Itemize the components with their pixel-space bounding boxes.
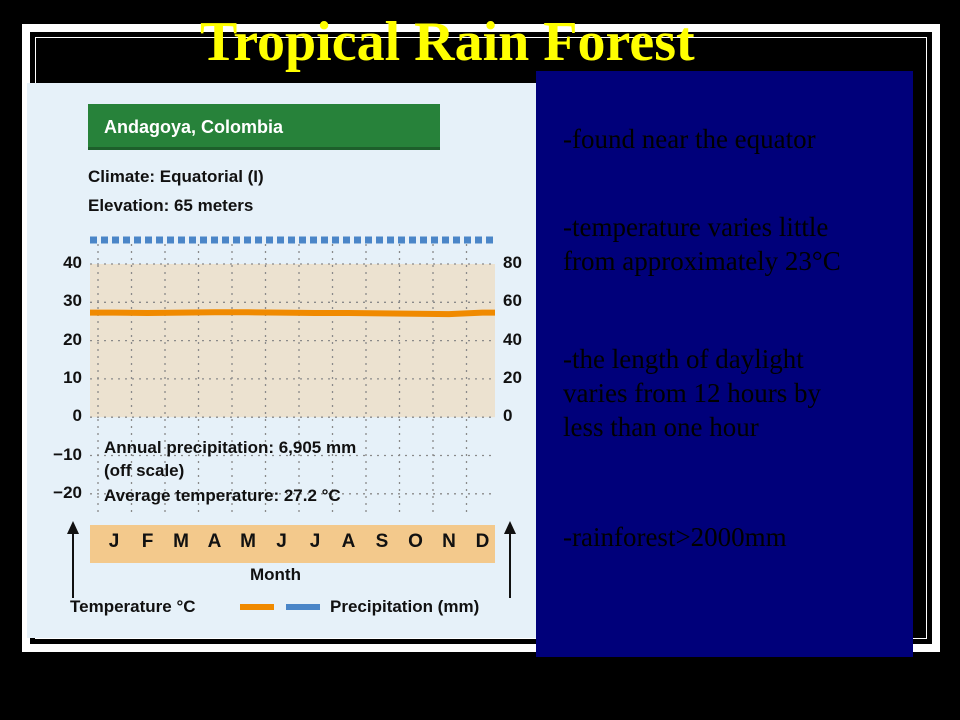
x-axis-title: Month	[250, 565, 301, 584]
month-label: O	[408, 531, 423, 552]
month-label: J	[108, 531, 120, 552]
month-label: D	[475, 531, 490, 552]
month-label: N	[442, 531, 456, 552]
bullet-line: less than one hour	[563, 412, 759, 442]
station-header: Andagoya, Colombia	[88, 104, 440, 150]
left-axis-arrow	[67, 521, 79, 598]
bullet-line: -rainforest>2000mm	[563, 522, 787, 552]
slide-title: Tropical Rain Forest	[200, 11, 695, 73]
month-label: A	[341, 531, 356, 552]
temperature-series-line	[90, 309, 495, 318]
average-temperature-label: Average temperature: 27.2 °C	[104, 486, 341, 505]
left-tick-label: 40	[63, 253, 82, 272]
bullet-line: -temperature varies little	[563, 212, 829, 242]
bullet-line: -found near the equator	[563, 124, 816, 154]
month-label: J	[276, 531, 287, 552]
month-label: A	[207, 531, 222, 552]
station-name: Andagoya, Colombia	[104, 117, 284, 137]
left-tick-label: −20	[53, 482, 82, 502]
legend-temperature-swatch	[240, 604, 274, 610]
annual-precipitation-label: Annual precipitation: 6,905 mm	[104, 438, 357, 457]
legend-temperature-label: Temperature °C	[70, 597, 196, 616]
right-tick-label: 80	[503, 253, 522, 272]
legend-precipitation-swatch	[286, 604, 320, 610]
bullet-line: -the length of daylight	[563, 344, 804, 374]
right-axis-arrow	[504, 521, 516, 598]
month-label: M	[240, 531, 256, 552]
bullet-line: from approximately 23°C	[563, 246, 841, 276]
month-label: F	[141, 531, 154, 552]
bullet-line: varies from 12 hours by	[563, 378, 821, 408]
left-tick-label: 20	[63, 329, 82, 349]
notes-panel: -found near the equator -temperature vari…	[536, 71, 913, 657]
climograph-plot	[90, 236, 495, 514]
elevation-label: Elevation: 65 meters	[88, 196, 254, 215]
right-tick-label: 20	[503, 367, 522, 387]
left-tick-label: −10	[53, 444, 82, 464]
right-tick-label: 0	[503, 406, 513, 426]
climate-label: Climate: Equatorial (I)	[88, 167, 264, 186]
month-label: M	[173, 531, 189, 552]
right-tick-label: 40	[503, 329, 522, 349]
month-label: J	[309, 531, 321, 552]
left-tick-label: 10	[63, 367, 82, 387]
off-scale-label: (off scale)	[104, 461, 185, 480]
left-tick-label: 30	[63, 291, 82, 311]
month-label: S	[375, 531, 389, 552]
left-tick-label: 0	[72, 406, 82, 426]
right-tick-label: 60	[503, 291, 522, 311]
legend-precipitation-label: Precipitation (mm)	[330, 597, 480, 616]
